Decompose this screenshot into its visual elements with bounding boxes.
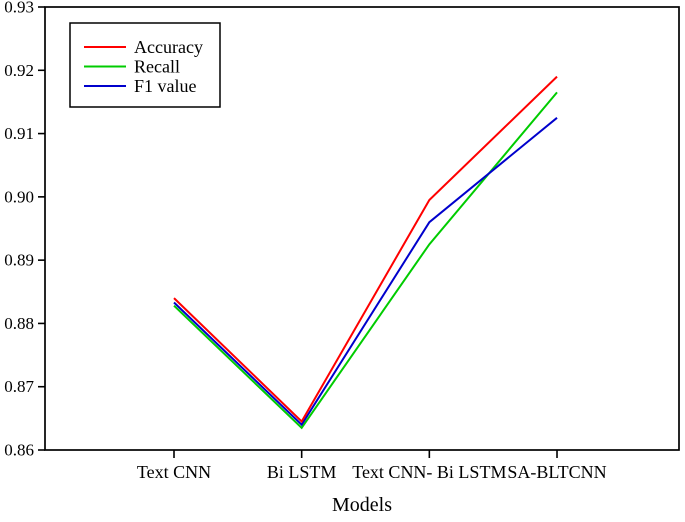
- legend-label: Accuracy: [134, 37, 203, 57]
- y-tick-label: 0.89: [4, 251, 34, 270]
- x-tick-label: Text CNN- Bi LSTM: [352, 462, 506, 482]
- series-line-f1-value: [173, 117, 558, 427]
- legend-box: [69, 22, 221, 108]
- plot-frame: [44, 6, 680, 451]
- x-tick-label: Text CNN: [137, 462, 211, 482]
- series-line-recall: [173, 91, 558, 430]
- legend-label: Recall: [134, 57, 180, 77]
- x-tick-label: SA-BLTCNN: [507, 462, 606, 482]
- series-line-accuracy: [173, 75, 558, 424]
- y-tick-label: 0.88: [4, 314, 34, 333]
- y-tick-label: 0.91: [4, 124, 34, 143]
- legend-label: F1 value: [134, 76, 197, 96]
- y-tick-label: 0.86: [4, 441, 34, 460]
- y-tick-label: 0.90: [4, 187, 34, 206]
- y-tick-label: 0.92: [4, 61, 34, 80]
- x-axis-title: Models: [332, 494, 392, 516]
- y-tick-label: 0.87: [4, 377, 34, 396]
- x-tick-label: Bi LSTM: [267, 462, 337, 482]
- y-tick-label: 0.93: [4, 0, 34, 17]
